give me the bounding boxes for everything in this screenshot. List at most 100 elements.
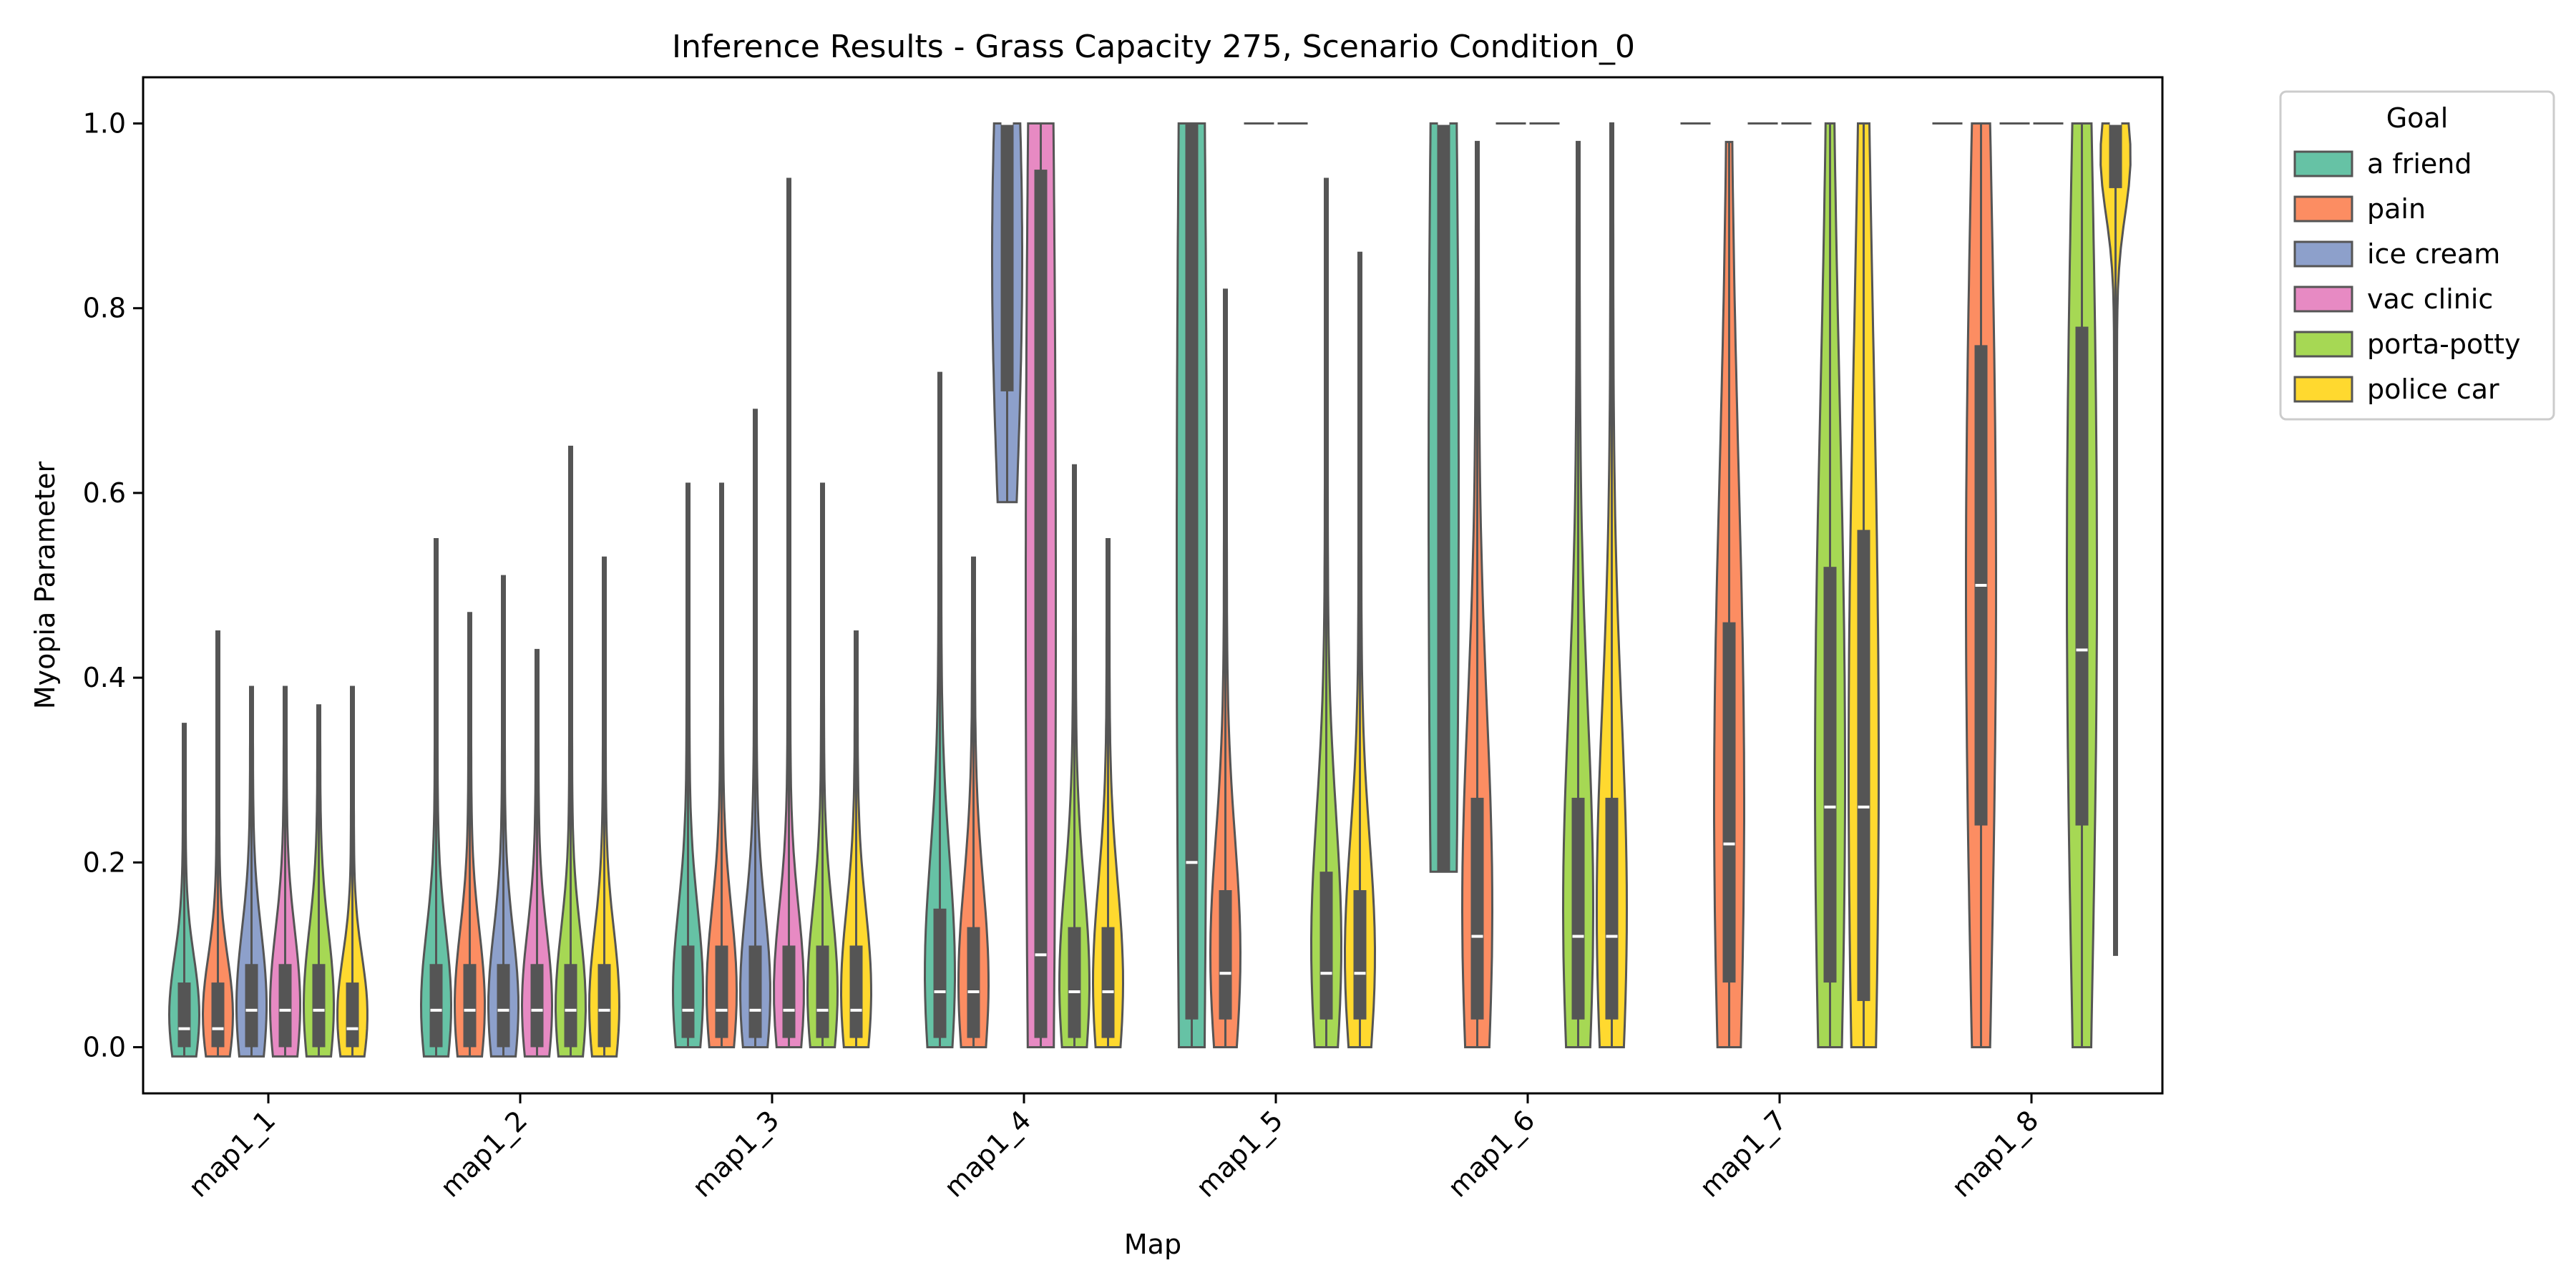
violin xyxy=(1176,122,1208,1048)
violin xyxy=(2099,122,2132,956)
violin-iqr-box xyxy=(681,945,695,1038)
violin xyxy=(336,686,369,1058)
x-tick-label: map1_5 xyxy=(1190,1104,1289,1203)
violin xyxy=(453,612,487,1058)
violin-iqr-box xyxy=(429,964,443,1048)
violin xyxy=(201,630,235,1058)
violin-iqr-box xyxy=(278,964,292,1048)
violin-iqr-box xyxy=(346,982,359,1048)
violin-iqr-box xyxy=(312,964,326,1048)
x-tick-label: map1_3 xyxy=(686,1104,785,1203)
violin xyxy=(1814,122,1846,1048)
y-tick-label: 1.0 xyxy=(83,108,126,140)
violin xyxy=(773,177,805,1048)
violin xyxy=(1561,140,1595,1048)
violin-iqr-box xyxy=(1034,170,1048,1038)
violin-iqr-box xyxy=(245,964,258,1048)
violin xyxy=(587,556,621,1058)
violin-iqr-box xyxy=(2109,123,2122,188)
violin-iqr-box xyxy=(1605,797,1619,1020)
violin-iqr-box xyxy=(933,908,947,1038)
violin-iqr-box xyxy=(715,945,728,1038)
violin-iqr-box xyxy=(530,964,544,1048)
violin xyxy=(1965,122,1997,1048)
x-tick-label: map1_8 xyxy=(1946,1104,2044,1203)
violin xyxy=(1848,122,1880,1048)
violin xyxy=(2066,122,2098,1048)
violin-iqr-box xyxy=(1068,927,1081,1038)
x-tick-label: map1_7 xyxy=(1694,1104,1792,1203)
y-axis-label: Myopia Parameter xyxy=(29,461,61,709)
violin xyxy=(487,575,520,1058)
violin xyxy=(991,122,1023,504)
plot-frame xyxy=(142,76,2164,1095)
violin-iqr-box xyxy=(1437,123,1450,872)
legend: Goal a friend pain ice cream vac clinic port… xyxy=(2279,90,2555,421)
legend-swatch xyxy=(2293,331,2353,358)
violin-iqr-box xyxy=(1353,890,1367,1020)
violin-iqr-box xyxy=(1722,622,1736,983)
y-tick-label: 0.0 xyxy=(83,1031,126,1063)
violin-iqr-box xyxy=(967,927,980,1038)
violin-iqr-box xyxy=(1857,530,1870,1001)
violin-iqr-box xyxy=(849,945,863,1038)
x-axis-label: Map xyxy=(1124,1229,1181,1260)
violin xyxy=(806,482,839,1048)
violin xyxy=(839,630,873,1048)
violin xyxy=(671,482,705,1048)
violin-iqr-box xyxy=(1319,872,1333,1020)
violin-iqr-box xyxy=(1000,123,1014,391)
violin-iqr-box xyxy=(2075,326,2089,826)
violin xyxy=(739,409,771,1048)
violin-iqr-box xyxy=(1823,567,1837,983)
violin-iqr-box xyxy=(1571,797,1585,1020)
plot-area xyxy=(167,122,2132,1058)
violin xyxy=(957,556,990,1048)
violin xyxy=(1460,140,1494,1048)
violin-iqr-box xyxy=(1219,890,1232,1020)
violin-iqr-box xyxy=(597,964,611,1048)
legend-swatch xyxy=(2293,195,2353,223)
legend-entry-label: vac clinic xyxy=(2367,283,2493,315)
x-tick-label: map1_2 xyxy=(434,1104,533,1203)
legend-swatch xyxy=(2293,286,2353,313)
violin-iqr-box xyxy=(1470,797,1484,1020)
legend-entry-label: porta-potty xyxy=(2367,328,2521,360)
violin-iqr-box xyxy=(497,964,510,1048)
violin xyxy=(1209,288,1242,1048)
violin-iqr-box xyxy=(177,982,191,1048)
legend-entry-label: pain xyxy=(2367,193,2426,225)
legend-entry-label: a friend xyxy=(2367,148,2472,180)
violin xyxy=(1091,538,1125,1048)
violin xyxy=(167,723,201,1058)
violin-iqr-box xyxy=(463,964,477,1048)
violin xyxy=(520,648,554,1058)
violin xyxy=(419,538,453,1058)
violin xyxy=(1428,122,1460,873)
violin xyxy=(1595,122,1629,1048)
violin-iqr-box xyxy=(748,945,762,1038)
y-tick-label: 0.2 xyxy=(83,847,126,878)
y-tick-label: 0.6 xyxy=(83,477,126,509)
violin xyxy=(1309,177,1343,1048)
violin xyxy=(705,482,738,1048)
x-tick-label: map1_4 xyxy=(938,1104,1037,1203)
violin xyxy=(1343,251,1377,1048)
x-tick-label: map1_1 xyxy=(182,1104,281,1203)
legend-entry-label: ice cream xyxy=(2367,238,2500,270)
violin xyxy=(269,686,301,1058)
legend-swatch xyxy=(2293,240,2353,268)
chart-title: Inference Results - Grass Capacity 275, … xyxy=(672,29,1635,65)
violin-iqr-box xyxy=(211,982,225,1048)
violin xyxy=(1025,122,1057,1048)
violin-iqr-box xyxy=(564,964,577,1048)
legend-entry-label: police car xyxy=(2367,374,2499,405)
legend-swatch xyxy=(2293,376,2353,403)
legend-swatch xyxy=(2293,150,2353,177)
violin-iqr-box xyxy=(1101,927,1115,1038)
violin-iqr-box xyxy=(782,945,796,1038)
violin xyxy=(923,371,957,1048)
violin xyxy=(1713,140,1745,1048)
x-tick-label: map1_6 xyxy=(1442,1104,1541,1203)
